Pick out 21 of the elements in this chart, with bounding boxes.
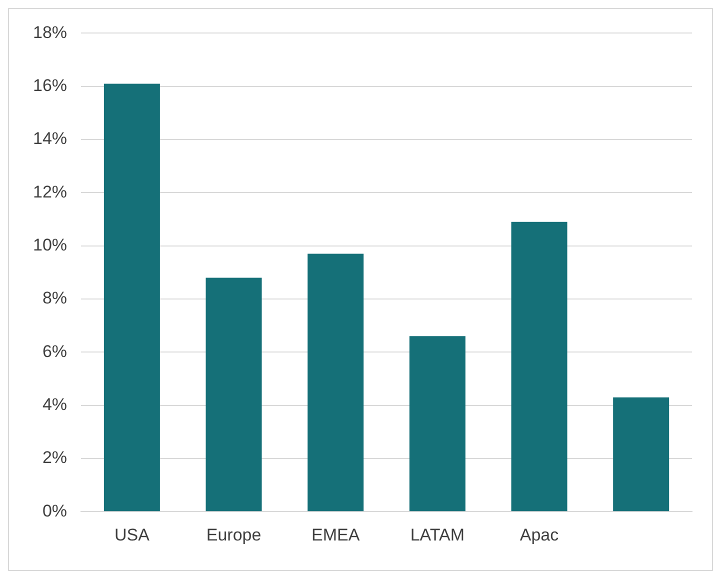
y-tick-label: 0% xyxy=(42,501,68,520)
x-tick-label: EMEA xyxy=(312,525,360,544)
y-tick-label: 12% xyxy=(32,182,68,202)
bar xyxy=(613,397,670,512)
y-tick-label: 18% xyxy=(32,22,68,42)
bar xyxy=(511,222,568,512)
x-tick-label: USA xyxy=(114,525,150,544)
y-tick-label: 16% xyxy=(32,76,68,96)
x-tick-label: Europe xyxy=(206,525,262,544)
bar xyxy=(308,254,364,512)
y-tick-label: 4% xyxy=(42,394,68,414)
bar xyxy=(409,336,466,512)
bar xyxy=(206,278,262,512)
y-tick-label: 8% xyxy=(42,288,68,308)
y-tick-label: 14% xyxy=(32,129,68,148)
y-tick-label: 2% xyxy=(42,448,68,468)
y-tick-label: 6% xyxy=(42,342,68,361)
bar xyxy=(104,84,160,512)
x-tick-label: Apac xyxy=(520,525,560,544)
y-tick-label: 10% xyxy=(32,236,68,255)
x-tick-label: LATAM xyxy=(410,525,465,544)
